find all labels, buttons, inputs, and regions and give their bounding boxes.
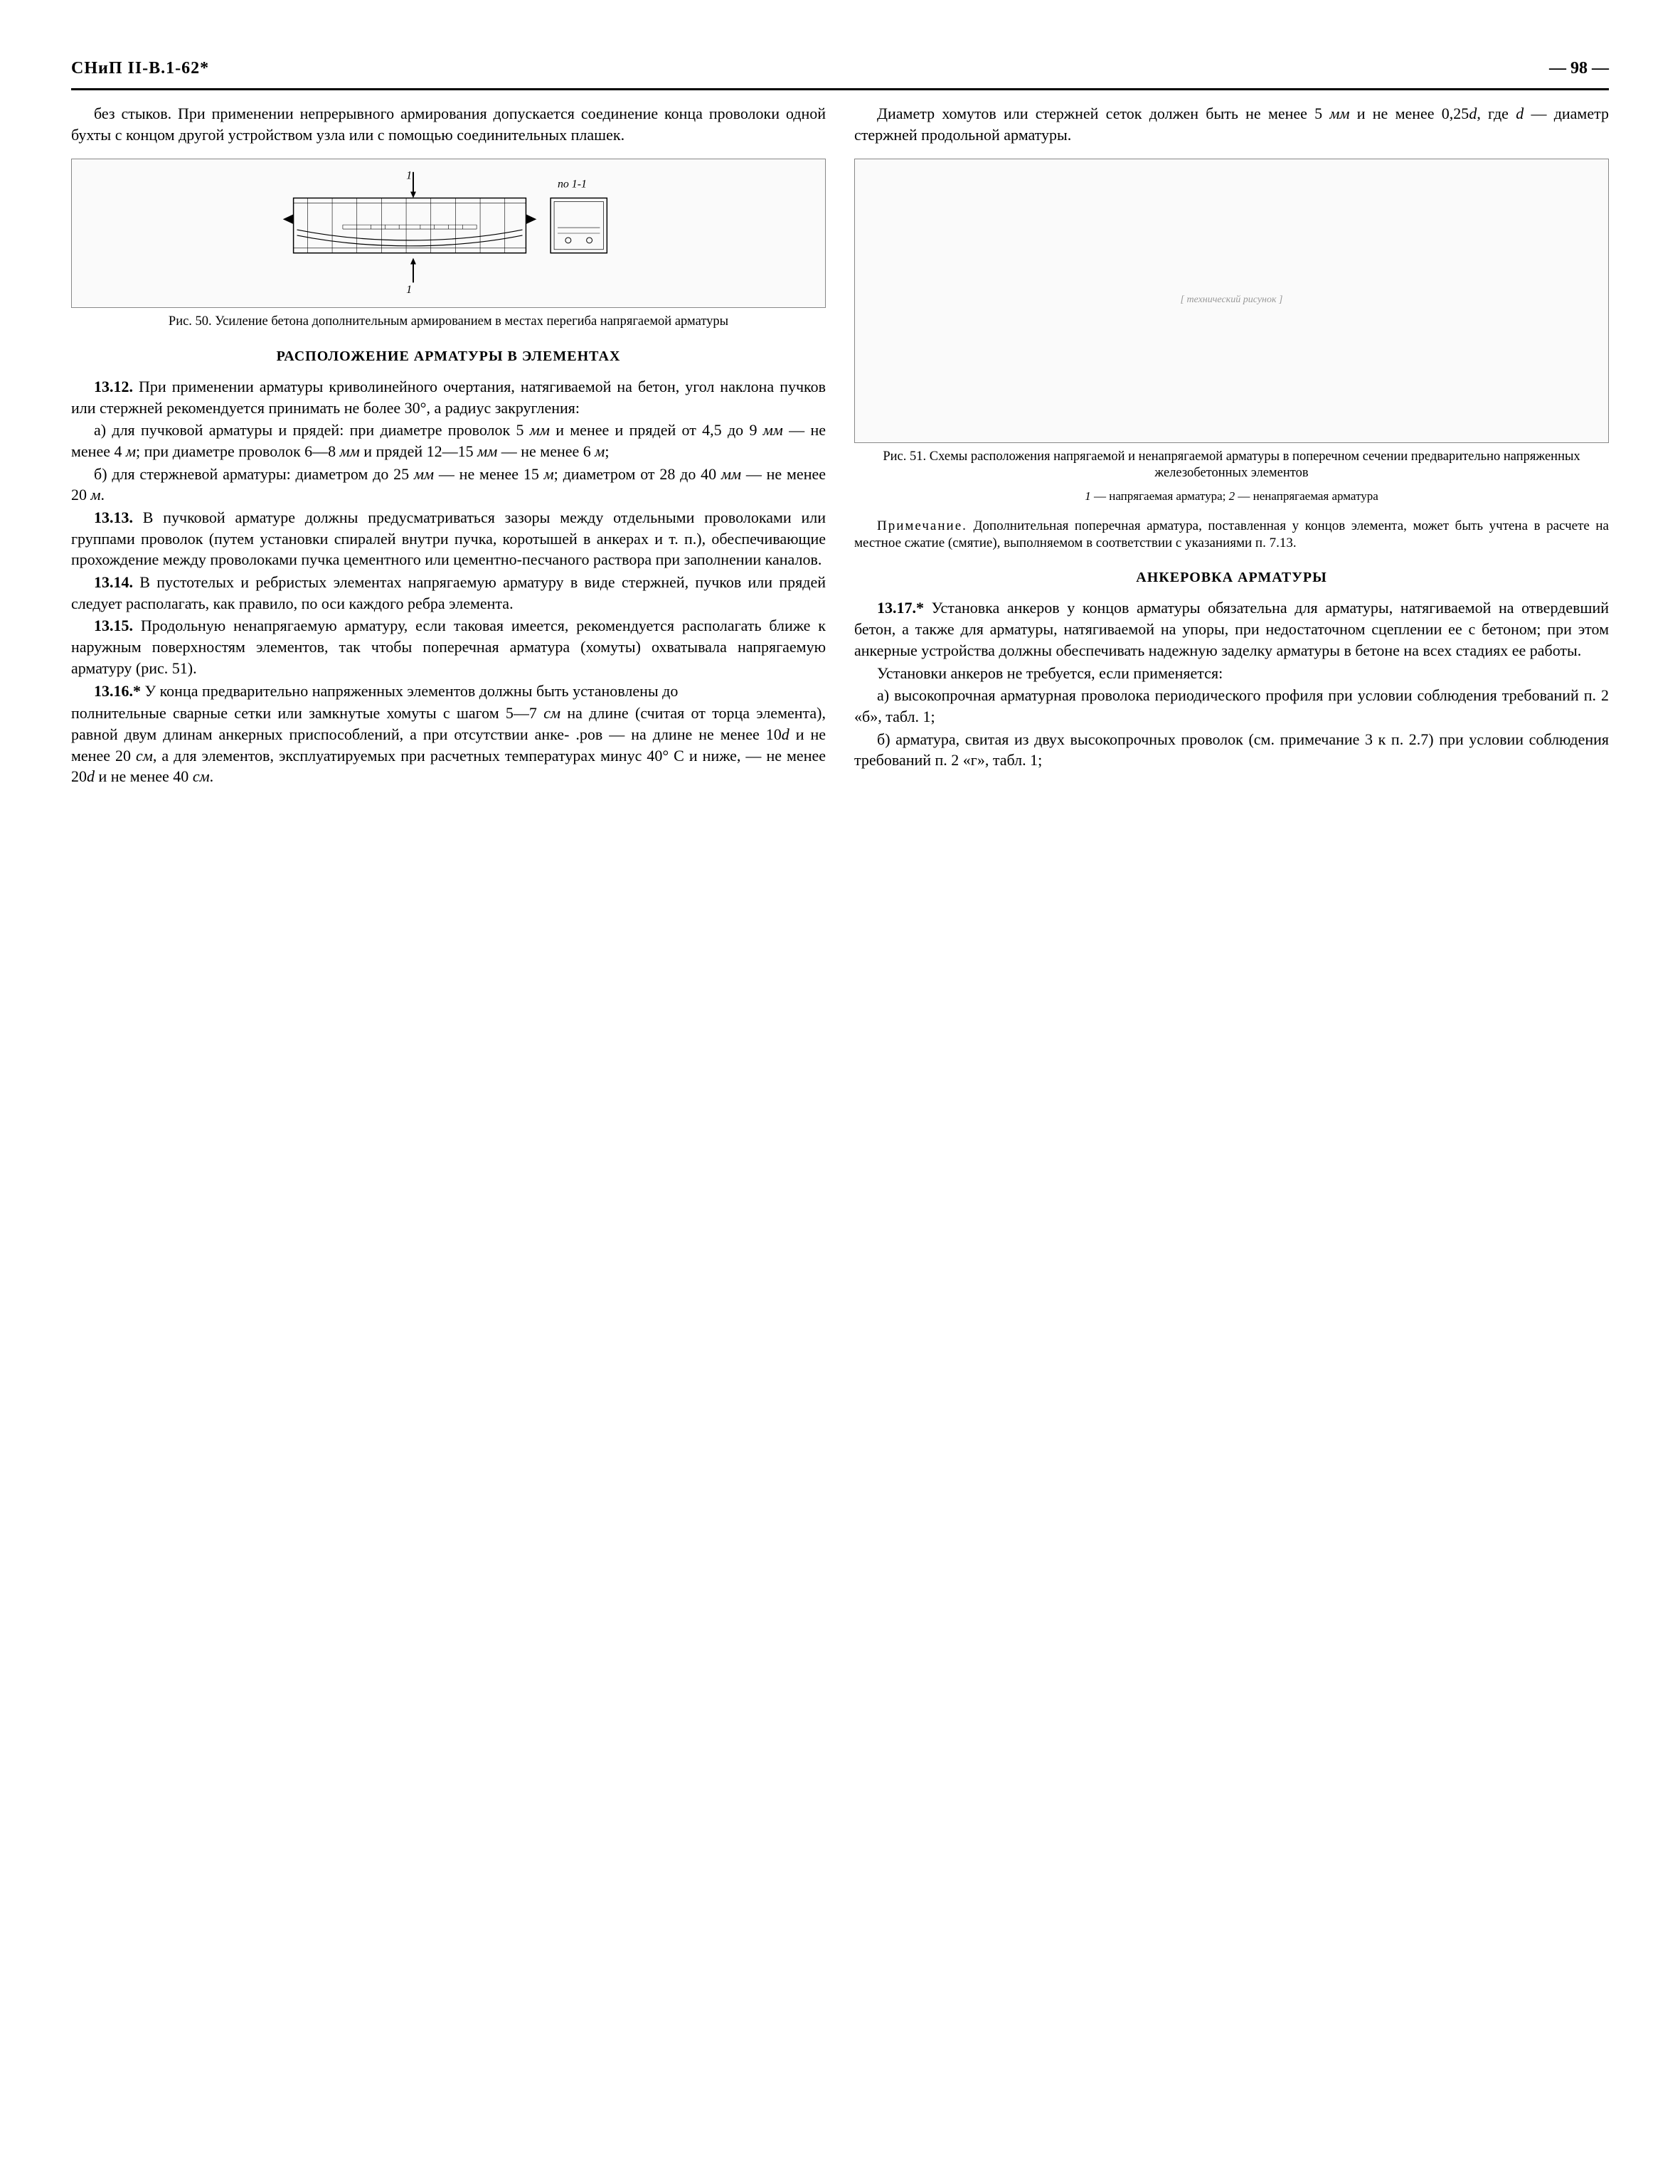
para-13-16-cont: полнительные сварные сетки или замкнутые… (71, 703, 826, 787)
para-13-17-b: б) арматура, свитая из двух высокопрочны… (854, 729, 1609, 771)
section-title-arrangement: РАСПОЛОЖЕНИЕ АРМАТУРЫ В ЭЛЕМЕНТАХ (71, 347, 826, 366)
figure-51-legend: 1 — напрягаемая арматура; 2 — ненапрягае… (854, 489, 1609, 505)
page-header: СНиП II-В.1-62* — 98 — (71, 57, 1609, 90)
para-13-13: 13.13. В пучковой арматуре должны предус… (71, 507, 826, 570)
section-label: по 1-1 (558, 178, 587, 190)
svg-text:1: 1 (406, 284, 412, 296)
figure-51: [ технический рисунок ] Рис. 51. Схемы р… (854, 159, 1609, 505)
para-13-14: 13.14. В пустотелых и ребристых элемента… (71, 572, 826, 614)
figure-50-image: 1 по 1-1 (71, 159, 826, 308)
figure-50: 1 по 1-1 (71, 159, 826, 330)
para-13-12-a: а) для пучковой арматуры и прядей: при д… (71, 420, 826, 462)
page-content: без стыков. При применении непрерывного … (71, 103, 1609, 787)
intro-paragraph: без стыков. При применении непрерывного … (71, 103, 826, 145)
para-diameter: Диаметр хомутов или стержней сеток долже… (854, 103, 1609, 145)
figure-51-caption: Рис. 51. Схемы расположения напрягаемой … (854, 449, 1609, 481)
para-13-17: 13.17.* Установка анкеров у концов армат… (854, 597, 1609, 661)
section-title-anchoring: АНКЕРОВКА АРМАТУРЫ (854, 568, 1609, 587)
page-number: — 98 — (1549, 57, 1609, 80)
doc-id: СНиП II-В.1-62* (71, 57, 209, 80)
section-mark-1: 1 (406, 169, 412, 181)
para-13-12-b: б) для стержневой арматуры: диаметром до… (71, 464, 826, 506)
para-13-15: 13.15. Продольную ненапрягаемую арматуру… (71, 615, 826, 678)
figure-50-caption: Рис. 50. Усиление бетона дополнительным … (71, 314, 826, 330)
para-13-16: 13.16.* У конца предварительно напряженн… (71, 681, 826, 702)
note-paragraph: Примечание. Дополнительная поперечная ар… (854, 518, 1609, 552)
para-13-17-a: а) высокопрочная арматурная проволока пе… (854, 685, 1609, 727)
figure-51-image: [ технический рисунок ] (854, 159, 1609, 443)
para-13-17-sub: Установки анкеров не требуется, если при… (854, 663, 1609, 684)
para-13-12: 13.12. При применении арматуры криволине… (71, 376, 826, 418)
